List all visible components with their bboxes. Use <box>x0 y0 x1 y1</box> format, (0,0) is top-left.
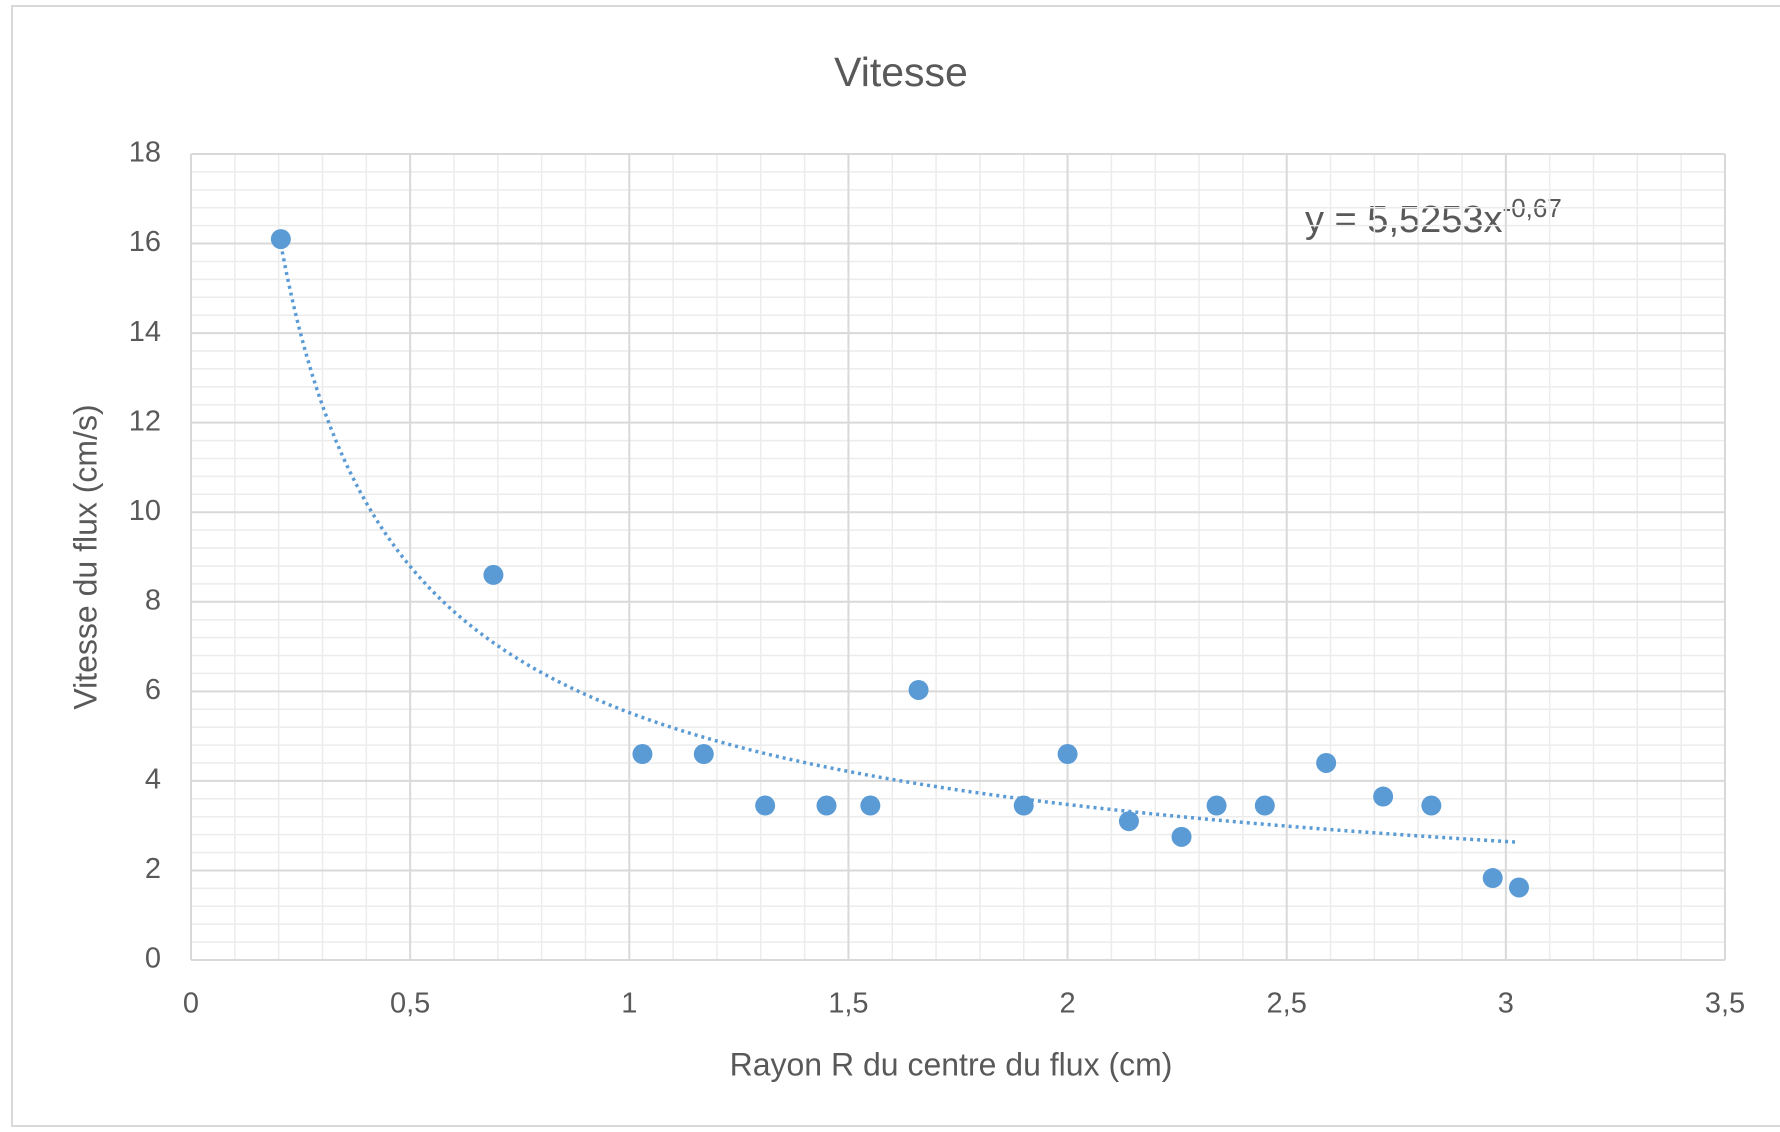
data-point <box>1013 795 1034 816</box>
y-tick-label: 0 <box>145 943 161 975</box>
x-tick-label: 1,5 <box>828 988 868 1020</box>
y-tick-label: 2 <box>145 853 161 885</box>
x-tick-label: 1 <box>621 988 637 1020</box>
data-point <box>1316 752 1337 773</box>
y-tick-label: 6 <box>145 674 161 706</box>
data-point <box>483 564 504 585</box>
trendline <box>279 244 1520 845</box>
data-point <box>1254 795 1275 816</box>
data-point <box>860 795 881 816</box>
x-tick-label: 3 <box>1498 988 1514 1020</box>
y-tick-label: 10 <box>129 495 161 527</box>
y-tick-label: 4 <box>145 764 161 796</box>
y-tick-label: 14 <box>129 316 161 348</box>
x-tick-label: 0,5 <box>390 988 430 1020</box>
data-point <box>270 229 291 250</box>
data-point <box>1118 811 1139 832</box>
data-point <box>1482 868 1503 889</box>
x-tick-label: 2,5 <box>1267 988 1307 1020</box>
x-tick-label: 0 <box>183 988 199 1020</box>
data-point <box>1206 795 1227 816</box>
data-point <box>1509 877 1530 898</box>
data-point <box>632 744 653 765</box>
y-tick-label: 16 <box>129 226 161 258</box>
data-point <box>908 679 929 700</box>
data-point <box>816 795 837 816</box>
equation: y = 5,5253x <box>1305 199 1503 241</box>
data-point <box>755 795 776 816</box>
data-point <box>1171 826 1192 847</box>
x-axis-title: Rayon R du centre du flux (cm) <box>730 1046 1173 1082</box>
x-tick-label: 3,5 <box>1705 988 1745 1020</box>
y-tick-label: 12 <box>129 405 161 437</box>
chart-title: Vitesse <box>834 49 968 95</box>
data-point <box>1373 786 1394 807</box>
x-tick-label: 2 <box>1060 988 1076 1020</box>
data-point <box>693 744 714 765</box>
trendline-equation: y = 5,5253x-0,67 <box>1305 193 1562 241</box>
y-tick-label: 8 <box>145 584 161 616</box>
data-point <box>1057 744 1078 765</box>
y-tick-label: 18 <box>129 137 161 169</box>
data-point <box>1421 795 1442 816</box>
y-axis-title: Vitesse du flux (cm/s) <box>67 404 103 709</box>
